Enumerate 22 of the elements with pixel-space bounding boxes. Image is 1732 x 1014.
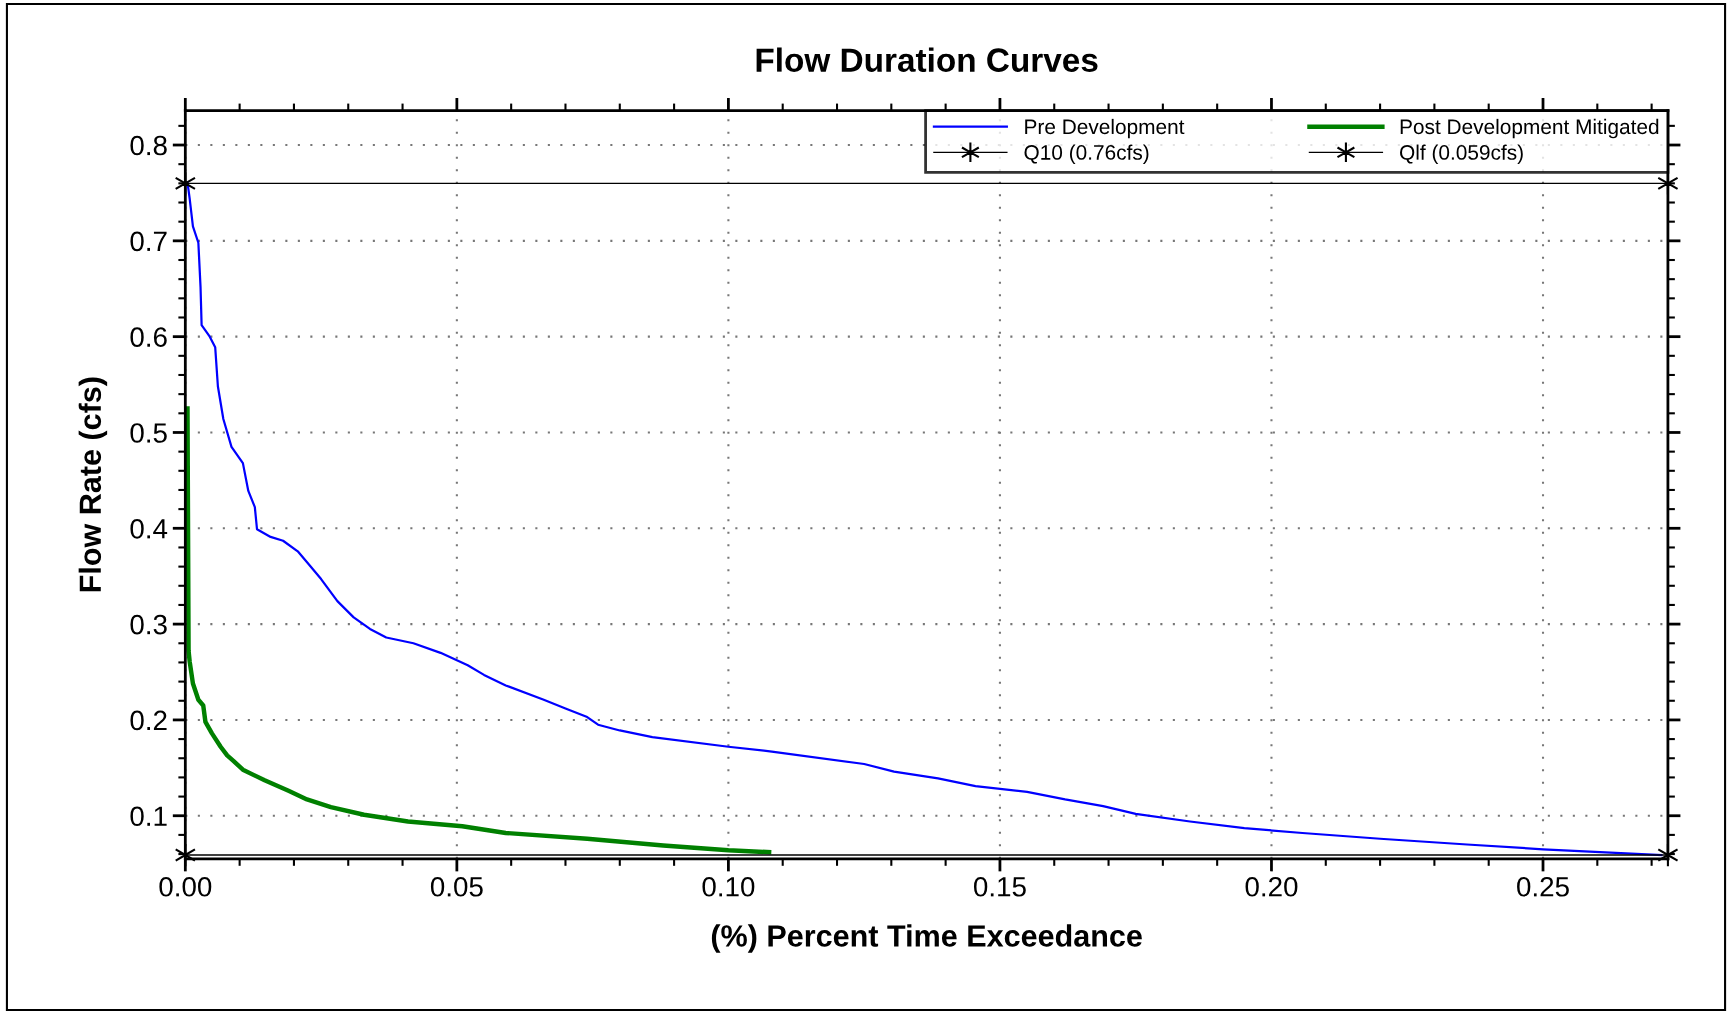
y-tick-label: 0.3 bbox=[130, 614, 167, 635]
line-series bbox=[185, 406, 772, 855]
y-tick-label: 0.4 bbox=[130, 518, 168, 539]
y-tick-label: 0.7 bbox=[130, 231, 167, 252]
legend-label: Q10 (0.76cfs) bbox=[1024, 144, 1149, 164]
y-tick-label: 0.1 bbox=[130, 806, 167, 827]
legend-label: Pre Development bbox=[1025, 118, 1185, 139]
x-tick-label: 0.10 bbox=[702, 876, 755, 897]
y-tick-label: 0.2 bbox=[130, 710, 167, 731]
y-tick-label: 0.6 bbox=[130, 327, 167, 347]
x-tick-label: 0.25 bbox=[1517, 876, 1569, 897]
x-tick-label: 0.20 bbox=[1245, 876, 1298, 897]
x-tick-label: 0.05 bbox=[430, 876, 483, 897]
y-tick-label: 0.5 bbox=[130, 423, 167, 443]
x-axis-title: (%) Percent Time Exceedance bbox=[711, 924, 1142, 953]
x-tick-label: 0.15 bbox=[973, 876, 1026, 897]
y-tick-label: 0.8 bbox=[130, 135, 167, 156]
legend-label: Qlf (0.059cfs) bbox=[1400, 144, 1523, 164]
x-tick-label: 0.00 bbox=[159, 876, 212, 897]
legend-label: Post Development Mitigated bbox=[1400, 118, 1659, 139]
y-axis-title: Flow Rate (cfs) bbox=[78, 377, 108, 592]
chart-title: Flow Duration Curves bbox=[756, 47, 1098, 72]
